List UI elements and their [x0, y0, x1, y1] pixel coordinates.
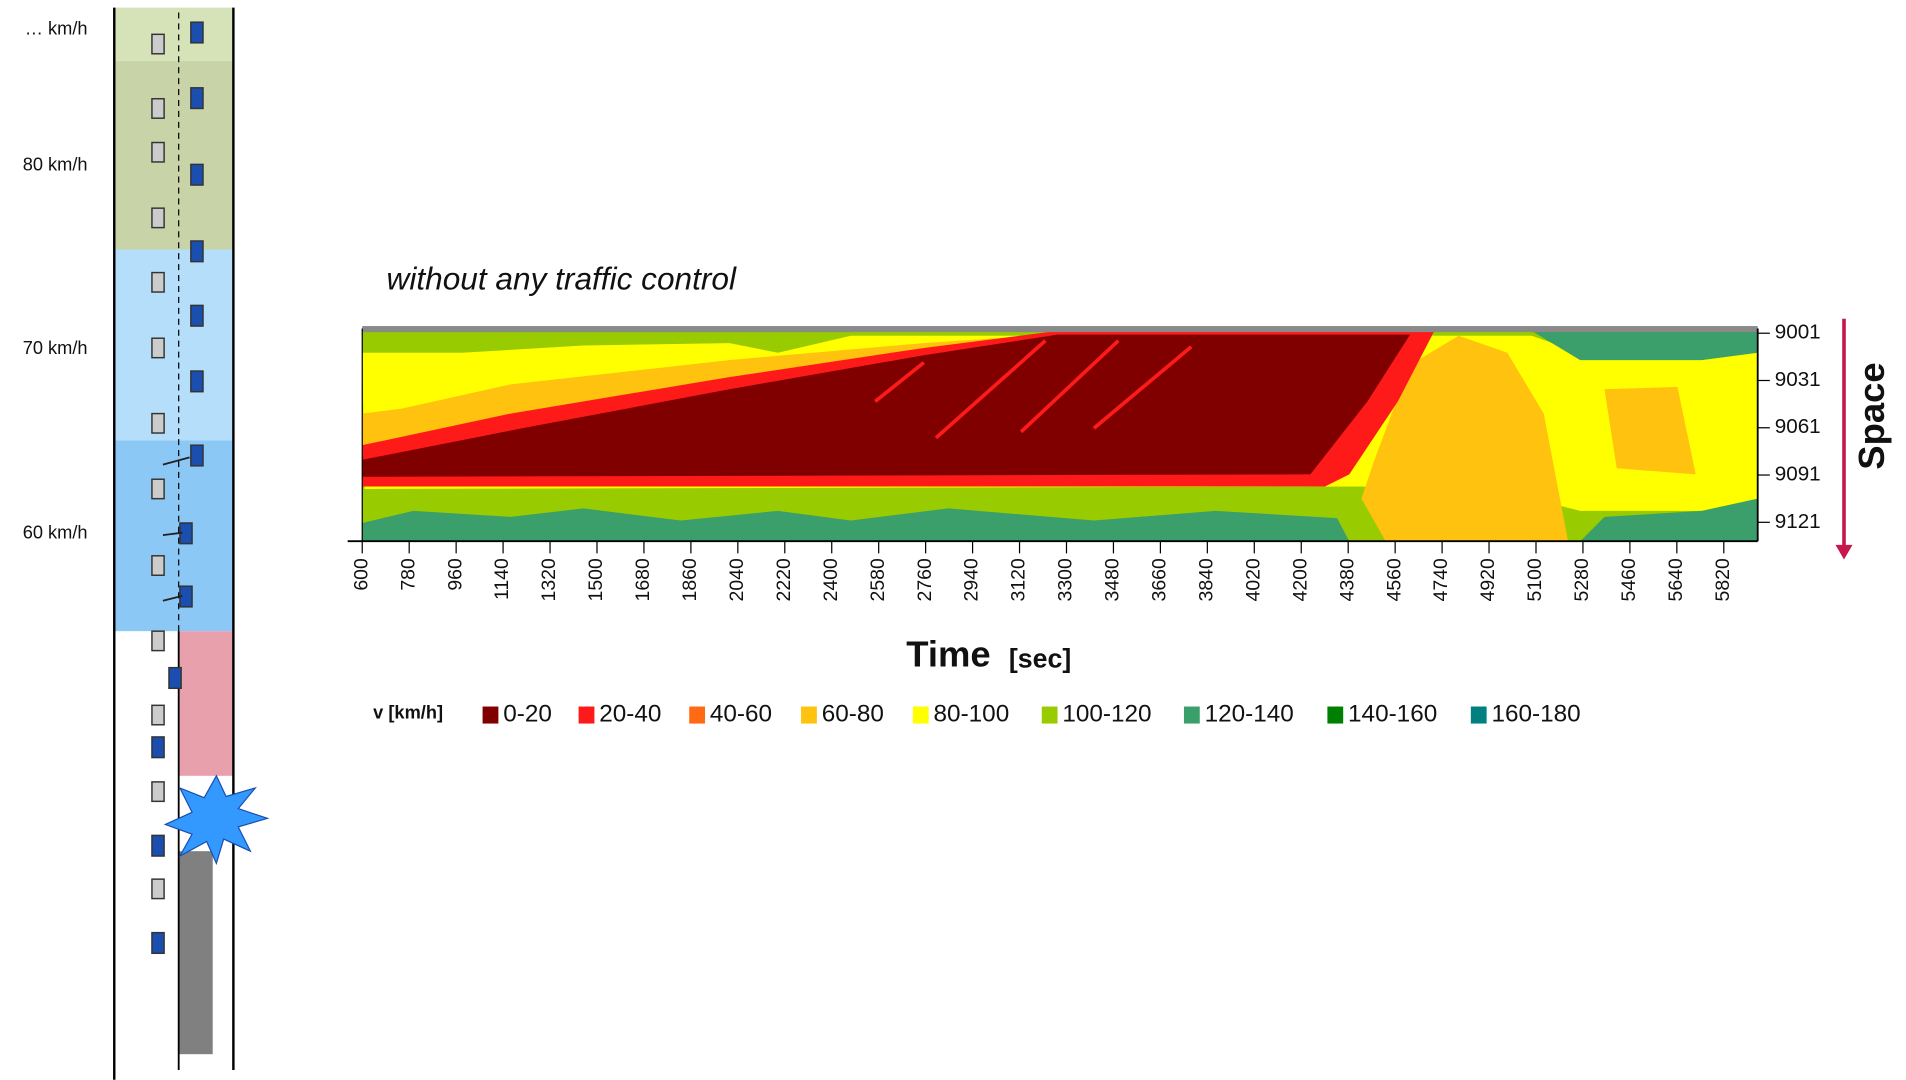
y-tick-label: 9001: [1775, 321, 1821, 344]
legend-label: 80-100: [934, 700, 1010, 727]
x-tick-label: 1860: [679, 558, 701, 601]
incident: [165, 776, 267, 864]
x-tick-label: 5460: [1618, 558, 1640, 601]
road-diagram: [114, 8, 267, 1080]
zone: [114, 61, 233, 249]
x-tick-label: 5640: [1665, 558, 1687, 601]
x-tick-label: 3120: [1008, 558, 1030, 601]
page: {"speed_labels": ["… km/h", "80 km/h", "…: [0, 0, 1906, 1080]
zone: [179, 631, 234, 776]
legend-swatch: [1471, 707, 1487, 724]
zone: [114, 8, 233, 61]
legend-swatch: [1184, 707, 1200, 724]
legend-title: v [km/h]: [373, 702, 443, 723]
x-tick-label: 4200: [1289, 558, 1311, 601]
legend-label: 120-140: [1205, 700, 1294, 727]
legend-label: 20-40: [599, 700, 661, 727]
heatmap: [362, 326, 1757, 541]
y-tick-label: 9121: [1775, 510, 1821, 533]
y-axis-label: Space: [1851, 362, 1892, 469]
x-tick-label: 2940: [961, 558, 983, 601]
y-tick-label: 9091: [1775, 462, 1821, 485]
x-tick-label: 4560: [1383, 558, 1405, 601]
legend-swatch: [913, 707, 929, 724]
figure: … km/h 80 km/h 70 km/h 60 km/h without any …: [0, 0, 1906, 1080]
x-tick-label: 2220: [773, 558, 795, 601]
x-tick-label: 2400: [820, 558, 842, 601]
x-tick-label: 1680: [632, 558, 654, 601]
x-tick-label: 4020: [1242, 558, 1264, 601]
legend-label: 100-120: [1062, 700, 1151, 727]
x-tick-label: 4740: [1430, 558, 1452, 601]
legend-swatch: [801, 707, 817, 724]
x-axis-label: Time: [906, 633, 990, 674]
x-tick-label: 1320: [538, 558, 560, 601]
speed-label: 80 km/h: [23, 153, 88, 174]
x-tick-label: 1500: [585, 558, 607, 601]
x-tick-label: 5820: [1712, 558, 1734, 601]
plot-border: [362, 326, 1757, 332]
legend-swatch: [689, 707, 705, 724]
x-tick-label: 2580: [867, 558, 889, 601]
y-tick-label: 9061: [1775, 415, 1821, 438]
x-tick-label: 960: [444, 558, 466, 591]
x-tick-label: 3840: [1195, 558, 1217, 601]
legend-swatch: [1327, 707, 1343, 724]
legend-label: 60-80: [822, 700, 884, 727]
speed-labels: … km/h 80 km/h 70 km/h 60 km/h: [23, 17, 88, 542]
x-tick-label: 600: [350, 558, 372, 591]
x-tick-label: 780: [397, 558, 419, 591]
legend-label: 40-60: [710, 700, 772, 727]
y-tick-label: 9031: [1775, 368, 1821, 391]
x-tick-label: 2760: [914, 558, 936, 601]
speed-label: 60 km/h: [23, 522, 88, 543]
x-tick-label: 3300: [1055, 558, 1077, 601]
legend-swatch: [579, 707, 595, 724]
chart-title: without any traffic control: [387, 260, 737, 296]
speed-label: … km/h: [25, 17, 88, 38]
x-tick-label: 5100: [1524, 558, 1546, 601]
x-tick-label: 4380: [1336, 558, 1358, 601]
x-tick-label: 3480: [1102, 558, 1124, 601]
x-axis-unit: [sec]: [1009, 643, 1071, 673]
zone: [114, 249, 233, 440]
x-tick-label: 5280: [1571, 558, 1593, 601]
legend-label: 0-20: [503, 700, 552, 727]
space-arrow: [1835, 545, 1852, 560]
legend-label: 140-160: [1348, 700, 1437, 727]
x-tick-label: 2040: [726, 558, 748, 601]
legend: 0-20 20-40 40-60 60-80 80-100 100-120 120-140 1…: [483, 700, 1581, 727]
blocked-lane: [179, 851, 213, 1054]
x-tick-label: 4920: [1477, 558, 1499, 601]
legend-label: 160-180: [1491, 700, 1580, 727]
x-tick-label: 1140: [491, 558, 513, 600]
legend-swatch: [1042, 707, 1058, 724]
zone: [114, 440, 233, 631]
legend-swatch: [483, 707, 499, 724]
speed-label: 70 km/h: [23, 337, 88, 358]
x-tick-label: 3660: [1149, 558, 1171, 601]
